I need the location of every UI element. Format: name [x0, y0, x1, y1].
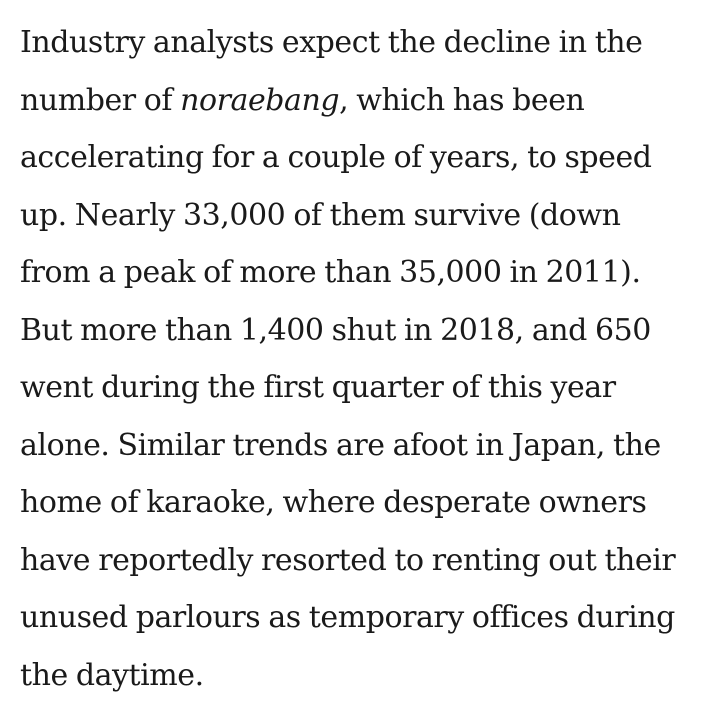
paragraph-line-1: Industry analysts expect the decline in …	[20, 14, 710, 72]
line-2-end: , which has been	[339, 83, 584, 118]
article-body: Industry analysts expect the decline in …	[20, 14, 710, 704]
paragraph-line-2: number of noraebang, which has been	[20, 72, 710, 130]
paragraph-line-7: went during the first quarter of this ye…	[20, 359, 710, 417]
paragraph-line-9: home of karaoke, where desperate owners	[20, 474, 710, 532]
paragraph-line-6: But more than 1,400 shut in 2018, and 65…	[20, 302, 710, 360]
italic-term-noraebang: noraebang	[180, 83, 339, 118]
paragraph-line-5: from a peak of more than 35,000 in 2011)…	[20, 244, 710, 302]
paragraph-line-4: up. Nearly 33,000 of them survive (down	[20, 187, 710, 245]
line-2-start: number of	[20, 83, 180, 118]
paragraph-line-12: the daytime.	[20, 647, 710, 704]
paragraph-line-8: alone. Similar trends are afoot in Japan…	[20, 417, 710, 475]
paragraph-line-3: accelerating for a couple of years, to s…	[20, 129, 710, 187]
paragraph-line-11: unused parlours as temporary offices dur…	[20, 589, 710, 647]
paragraph-line-10: have reportedly resorted to renting out …	[20, 532, 710, 590]
